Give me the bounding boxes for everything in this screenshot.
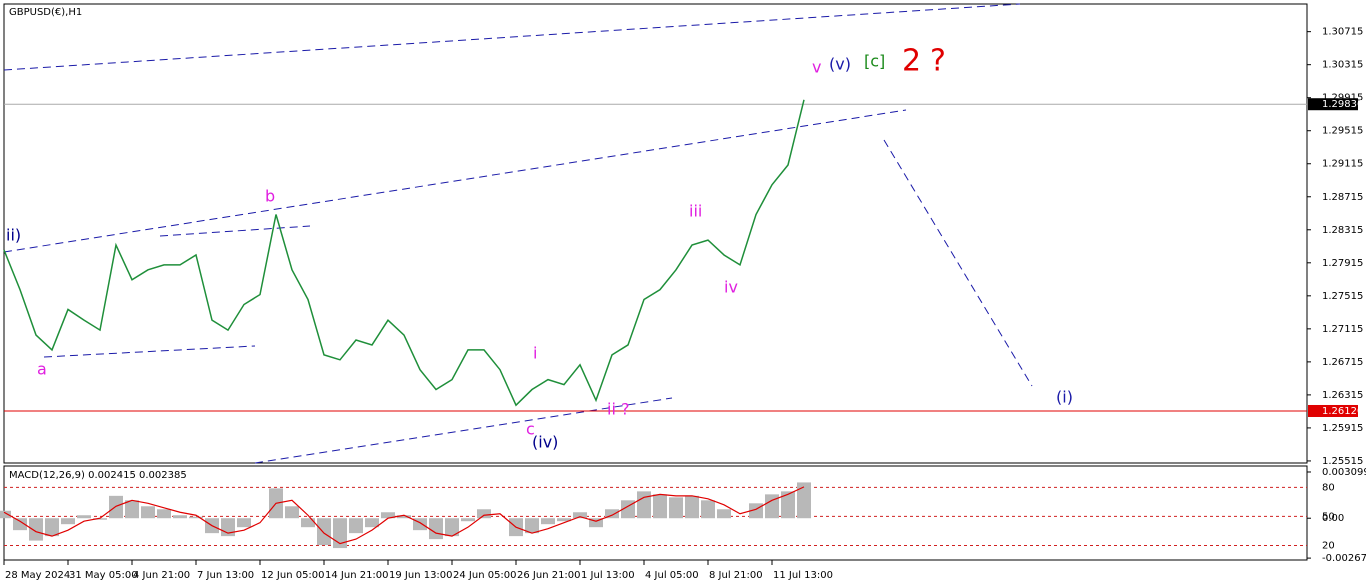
x-tick-label: 26 Jun 21:00 — [517, 570, 581, 581]
wave-label: (i) — [1056, 388, 1073, 407]
y-tick-label: 1.28315 — [1322, 225, 1363, 236]
trend-lines — [3, 3, 1033, 464]
y-tick-label: 1.26315 — [1322, 390, 1363, 401]
y-tick-label: 1.30715 — [1322, 27, 1363, 38]
wave-label: [c] — [864, 52, 885, 71]
y2-tick-label: 80 — [1322, 482, 1335, 493]
x-tick-label: 19 Jun 13:00 — [389, 570, 453, 581]
macd-bar — [349, 518, 363, 534]
macd-bar — [173, 515, 187, 519]
macd-bar — [669, 497, 683, 519]
y2-tick-label: 50 — [1322, 511, 1335, 522]
macd-bar — [477, 509, 491, 519]
macd-bar — [797, 482, 811, 519]
current-price-label: 1.29836 — [1322, 99, 1363, 110]
x-tick-label: 7 Jun 13:00 — [197, 570, 254, 581]
y-tick-label: 1.25915 — [1322, 423, 1363, 434]
macd-title: MACD(12,26,9) 0.002415 0.002385 — [9, 470, 187, 481]
wave-label: ii) — [6, 226, 21, 245]
level-tag — [1308, 404, 1358, 417]
y-tick-label: 1.29515 — [1322, 126, 1363, 137]
macd-bar — [13, 518, 27, 531]
wave-label: c — [526, 420, 535, 439]
macd-bar — [77, 515, 91, 519]
macd-bar — [541, 518, 555, 525]
y-tick-label: 1.28715 — [1322, 192, 1363, 203]
y-tick-label: 1.27515 — [1322, 291, 1363, 302]
y-tick-label: -0.002673 — [1322, 553, 1366, 564]
macd-bar — [701, 500, 715, 519]
macd-bar — [397, 515, 411, 519]
macd-bar — [445, 518, 459, 537]
macd-bar — [637, 491, 651, 519]
x-tick-label: 1 Jul 13:00 — [581, 570, 635, 581]
wave-label: i — [533, 344, 537, 363]
macd-bar — [765, 494, 779, 519]
wave-label: (iv) — [532, 433, 558, 452]
macd-bar — [317, 518, 331, 546]
macd-bar — [381, 512, 395, 519]
macd-bar — [557, 518, 571, 522]
y-tick-label: 1.25515 — [1322, 456, 1363, 467]
macd-bar — [285, 506, 299, 519]
y-tick-label: 1.27115 — [1322, 324, 1363, 335]
macd-bar — [781, 491, 795, 519]
signal-line — [3, 486, 805, 545]
macd-bar — [61, 518, 75, 525]
macd-bar — [93, 518, 107, 520]
y-tick-label: 1.27915 — [1322, 258, 1363, 269]
price-panel — [3, 3, 1308, 464]
y-tick-label: 1.29115 — [1322, 159, 1363, 170]
price-line — [3, 99, 805, 407]
x-tick-label: 8 Jul 21:00 — [709, 570, 763, 581]
macd-bar — [0, 510, 11, 519]
macd-bar — [141, 506, 155, 519]
x-tick-label: 31 May 05:00 — [69, 570, 138, 581]
current-price-tag — [1308, 98, 1358, 111]
y-tick-label: 0.00 — [1322, 513, 1344, 524]
y-tick-label: 1.29915 — [1322, 93, 1363, 104]
x-tick-label: 28 May 2024 — [5, 570, 70, 581]
wave-label: ? — [930, 44, 946, 79]
wave-label: 2 — [902, 44, 921, 79]
macd-bar — [189, 516, 203, 519]
macd-bar — [45, 518, 59, 537]
macd-bar — [573, 512, 587, 519]
macd-bar — [461, 518, 475, 522]
wave-label: iii — [689, 202, 702, 221]
macd-bar — [237, 518, 251, 528]
y-tick-label: 1.30315 — [1322, 60, 1363, 71]
y-tick-label: 0.003099 — [1322, 467, 1366, 478]
x-tick-label: 14 Jun 21:00 — [325, 570, 389, 581]
macd-bar — [685, 495, 699, 519]
wave-label: (v) — [829, 55, 851, 74]
macd-bar — [29, 518, 43, 541]
y2-tick-label: 20 — [1322, 540, 1335, 551]
macd-bar — [589, 518, 603, 528]
wave-label: a — [37, 360, 47, 379]
macd-bar — [525, 518, 539, 534]
macd-bar — [653, 494, 667, 519]
wave-label: v — [812, 58, 821, 77]
macd-bar — [717, 509, 731, 519]
wave-label: ii ? — [607, 400, 629, 419]
macd-bar — [413, 518, 427, 531]
x-tick-label: 11 Jul 13:00 — [773, 570, 833, 581]
macd-bar — [301, 518, 315, 528]
y-tick-label: 1.26715 — [1322, 357, 1363, 368]
level-label: 1.26120 — [1322, 406, 1363, 417]
chart-title: GBPUSD(€),H1 — [9, 7, 82, 18]
macd-bar — [157, 509, 171, 519]
wave-label: iv — [724, 278, 738, 297]
macd-bar — [429, 518, 443, 540]
x-tick-label: 24 Jun 05:00 — [453, 570, 517, 581]
x-tick-label: 4 Jul 05:00 — [645, 570, 699, 581]
macd-bar — [125, 500, 139, 519]
wave-label: b — [265, 187, 275, 206]
x-tick-label: 12 Jun 05:00 — [261, 570, 325, 581]
macd-bar — [365, 518, 379, 528]
macd-bar — [605, 509, 619, 519]
x-tick-label: 4 Jun 21:00 — [133, 570, 190, 581]
